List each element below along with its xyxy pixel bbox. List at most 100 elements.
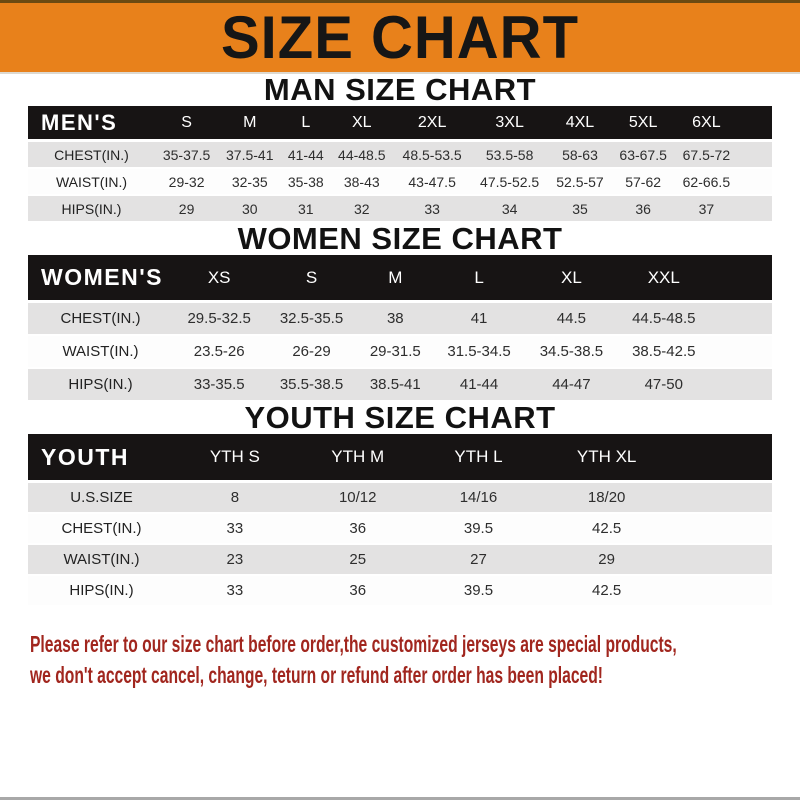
size-cell: 33 (175, 513, 295, 544)
size-cell: 35 (548, 195, 612, 222)
size-cell: 42.5 (536, 513, 677, 544)
size-cell: 33 (175, 575, 295, 606)
size-cell: 53.5-58 (470, 140, 549, 168)
size-cell: 33-35.5 (173, 368, 266, 401)
size-cell: 44-48.5 (330, 140, 394, 168)
size-cell: 38.5-41 (357, 368, 433, 401)
spacer-cell (677, 434, 772, 482)
size-cell: 42.5 (536, 575, 677, 606)
size-cell: 38.5-42.5 (617, 335, 710, 368)
spacer-cell (677, 513, 772, 544)
size-cell: 36 (294, 575, 421, 606)
men-header-row: MEN'S S M L XL 2XL 3XL 4XL 5XL 6XL (28, 106, 772, 141)
youth-column-header: YTH M (294, 434, 421, 482)
size-cell: 33 (393, 195, 471, 222)
banner: SIZE CHART (0, 0, 800, 74)
size-cell: 44-47 (525, 368, 618, 401)
size-cell: 29 (155, 195, 219, 222)
table-row: CHEST(IN.) 35-37.5 37.5-41 41-44 44-48.5… (28, 140, 772, 168)
men-size-table: MEN'S S M L XL 2XL 3XL 4XL 5XL 6XL CHEST… (28, 106, 772, 223)
youth-group-label: YOUTH (28, 434, 175, 482)
row-label-cell: CHEST(IN.) (28, 140, 155, 168)
note-line-2: we don't accept cancel, change, teturn o… (30, 662, 603, 688)
size-cell: 57-62 (611, 168, 675, 195)
size-cell: 14/16 (420, 481, 537, 513)
size-cell: 39.5 (420, 513, 537, 544)
size-cell: 30 (218, 195, 282, 222)
youth-column-header: YTH S (175, 434, 295, 482)
size-cell: 32-35 (218, 168, 282, 195)
men-group-label: MEN'S (28, 106, 155, 141)
spacer-cell (710, 255, 772, 302)
size-cell: 44.5-48.5 (617, 301, 710, 335)
spacer-cell (738, 106, 772, 141)
spacer-cell (738, 195, 772, 222)
size-cell: 63-67.5 (611, 140, 675, 168)
size-cell: 8 (175, 481, 295, 513)
women-header-row: WOMEN'S XS S M L XL XXL (28, 255, 772, 302)
women-section: WOMEN SIZE CHART WOMEN'S XS S M L XL XXL… (0, 223, 800, 402)
spacer-cell (738, 140, 772, 168)
men-column-header: M (218, 106, 282, 141)
note-line-1: Please refer to our size chart before or… (30, 631, 677, 657)
table-row: HIPS(IN.) 29 30 31 32 33 34 35 36 37 (28, 195, 772, 222)
size-cell: 36 (611, 195, 675, 222)
page-title: SIZE CHART (221, 3, 579, 71)
size-cell: 31.5-34.5 (432, 335, 526, 368)
size-cell: 26-29 (265, 335, 358, 368)
size-cell: 29-32 (155, 168, 219, 195)
spacer-cell (738, 168, 772, 195)
size-cell: 35.5-38.5 (265, 368, 358, 401)
size-cell: 47.5-52.5 (470, 168, 549, 195)
row-label-cell: CHEST(IN.) (28, 301, 173, 335)
women-column-header: XXL (617, 255, 710, 302)
women-size-table: WOMEN'S XS S M L XL XXL CHEST(IN.) 29.5-… (28, 255, 772, 402)
size-cell: 38-43 (330, 168, 394, 195)
table-row: CHEST(IN.) 29.5-32.5 32.5-35.5 38 41 44.… (28, 301, 772, 335)
men-column-header: 5XL (611, 106, 675, 141)
youth-column-header: YTH L (420, 434, 537, 482)
size-cell: 41-44 (281, 140, 331, 168)
size-cell: 48.5-53.5 (393, 140, 471, 168)
size-cell: 27 (420, 544, 537, 575)
table-row: HIPS(IN.) 33 36 39.5 42.5 (28, 575, 772, 606)
table-row: U.S.SIZE 8 10/12 14/16 18/20 (28, 481, 772, 513)
size-cell: 62-66.5 (674, 168, 738, 195)
spacer-cell (677, 575, 772, 606)
size-cell: 52.5-57 (548, 168, 612, 195)
row-label-cell: HIPS(IN.) (28, 195, 155, 222)
size-cell: 38 (357, 301, 433, 335)
size-cell: 29-31.5 (357, 335, 433, 368)
row-label-cell: WAIST(IN.) (28, 168, 155, 195)
men-section-title: MAN SIZE CHART (263, 72, 537, 107)
spacer-cell (677, 481, 772, 513)
men-column-header: L (281, 106, 331, 141)
size-cell: 34.5-38.5 (525, 335, 618, 368)
row-label-cell: WAIST(IN.) (28, 544, 175, 575)
women-group-label: WOMEN'S (28, 255, 173, 302)
men-column-header: 6XL (674, 106, 738, 141)
youth-header-row: YOUTH YTH S YTH M YTH L YTH XL (28, 434, 772, 482)
women-column-header: M (357, 255, 433, 302)
men-column-header: S (155, 106, 219, 141)
size-cell: 39.5 (420, 575, 537, 606)
women-column-header: S (265, 255, 358, 302)
men-section: MAN SIZE CHART MEN'S S M L XL 2XL 3XL 4X… (0, 74, 800, 223)
youth-section: YOUTH SIZE CHART YOUTH YTH S YTH M YTH L… (0, 402, 800, 607)
men-column-header: 3XL (470, 106, 549, 141)
size-cell: 35-37.5 (155, 140, 219, 168)
footer-note: Please refer to our size chart before or… (30, 629, 800, 691)
size-cell: 35-38 (281, 168, 331, 195)
spacer-cell (710, 301, 772, 335)
size-cell: 43-47.5 (393, 168, 471, 195)
size-cell: 41 (432, 301, 526, 335)
spacer-cell (710, 335, 772, 368)
women-column-header: L (432, 255, 526, 302)
size-cell: 36 (294, 513, 421, 544)
spacer-cell (677, 544, 772, 575)
row-label-cell: HIPS(IN.) (28, 575, 175, 606)
size-cell: 67.5-72 (674, 140, 738, 168)
row-label-cell: HIPS(IN.) (28, 368, 173, 401)
size-cell: 23.5-26 (173, 335, 266, 368)
